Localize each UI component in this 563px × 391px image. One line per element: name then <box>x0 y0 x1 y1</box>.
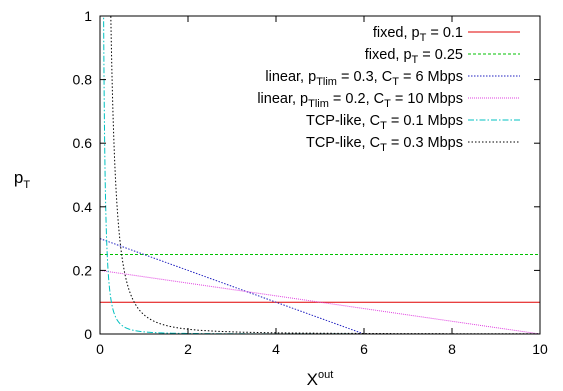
y-tick-label: 0 <box>84 326 92 342</box>
series-line-5 <box>103 16 539 334</box>
series-line-6 <box>110 16 539 334</box>
y-tick-label: 0.4 <box>73 199 93 215</box>
legend: fixed, pT = 0.1 fixed, pT = 0.25 linear, p… <box>257 25 520 154</box>
tick-labels: 0 2 4 6 8 10 0 0.2 0.4 0.6 0.8 1 <box>73 8 548 357</box>
plot-frame <box>99 15 541 335</box>
axis-ticks <box>99 15 541 335</box>
y-tick-label: 0.6 <box>73 135 93 151</box>
legend-label-4: linear, pTlim = 0.2, CT = 10 Mbps <box>257 91 463 110</box>
x-tick-label: 10 <box>532 341 548 357</box>
y-axis-label: pT <box>14 168 30 191</box>
plot-lines <box>100 16 540 334</box>
y-tick-label: 0.2 <box>73 262 93 278</box>
x-tick-label: 4 <box>272 341 280 357</box>
x-axis-label: Xout <box>307 369 334 389</box>
x-tick-label: 2 <box>184 341 192 357</box>
legend-label-2: fixed, pT = 0.25 <box>365 47 463 66</box>
x-tick-label: 6 <box>360 341 368 357</box>
series-line-3 <box>100 238 540 334</box>
y-tick-label: 1 <box>84 8 92 24</box>
series-line-4 <box>100 269 540 334</box>
x-tick-label: 0 <box>96 341 104 357</box>
legend-label-3: linear, pTlim = 0.3, CT = 6 Mbps <box>265 69 463 88</box>
legend-label-1: fixed, pT = 0.1 <box>373 25 463 44</box>
x-tick-label: 8 <box>448 341 456 357</box>
y-tick-label: 0.8 <box>73 72 93 88</box>
legend-label-6: TCP-like, CT = 0.3 Mbps <box>306 135 463 154</box>
legend-label-5: TCP-like, CT = 0.1 Mbps <box>306 113 463 132</box>
